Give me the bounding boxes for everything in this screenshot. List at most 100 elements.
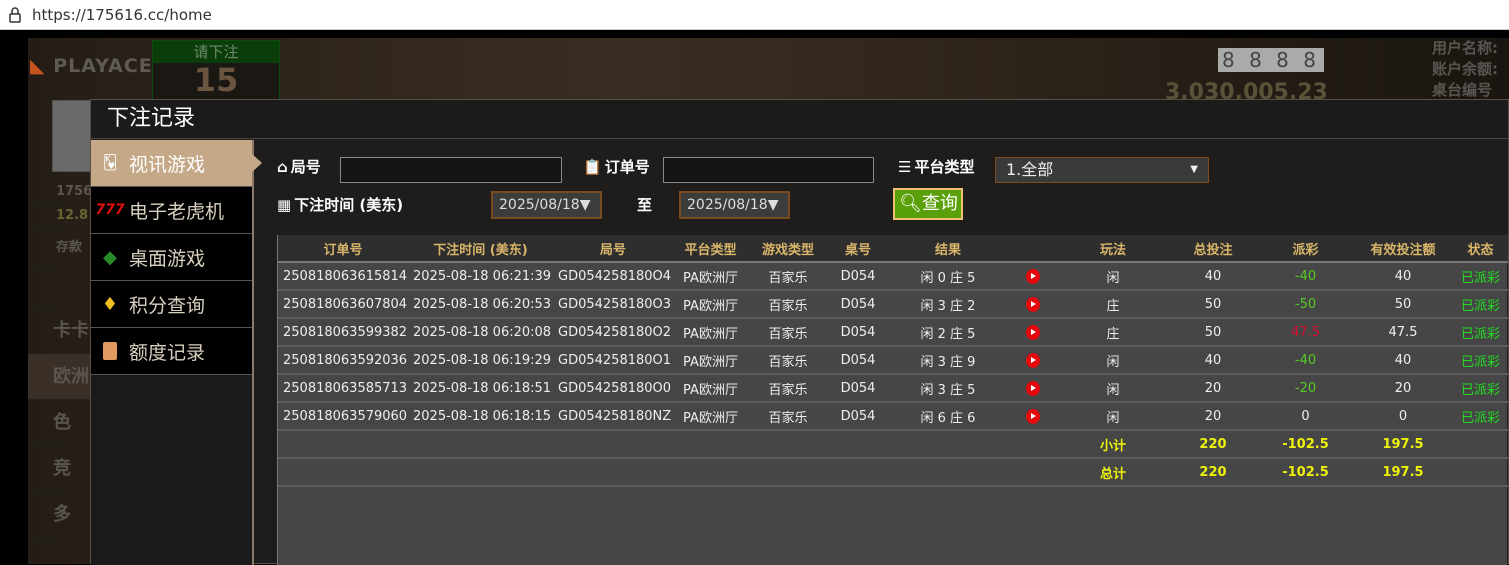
total-label: 总计: [1058, 458, 1168, 487]
table-cell: PA欧洲厅: [673, 346, 748, 375]
nav-live-games[interactable]: 🂾 视讯游戏: [91, 140, 262, 187]
column-header: 订单号: [278, 235, 408, 263]
column-header: 结果: [888, 235, 1008, 263]
order-label: 📋 订单号: [583, 157, 650, 177]
time-label: ▦ 下注时间 (美东): [277, 195, 404, 215]
empty-cell: [1453, 430, 1508, 459]
subtotal-label: 小计: [1058, 430, 1168, 459]
column-header: 派彩: [1258, 235, 1353, 263]
table-cell: 250818063615814: [278, 262, 408, 291]
table-cell: 40: [1353, 262, 1453, 291]
table-cell: PA欧洲厅: [673, 318, 748, 347]
table-cell: -40: [1258, 262, 1353, 291]
column-header: 总投注: [1168, 235, 1258, 263]
play-video-icon[interactable]: [1026, 408, 1040, 424]
table-cell: 47.5: [1353, 318, 1453, 347]
table-cell: 庄: [1058, 290, 1168, 319]
column-header: 局号: [553, 235, 673, 263]
play-video-icon[interactable]: [1026, 268, 1040, 284]
replay-cell: [1008, 402, 1058, 431]
playing-cards-icon: 🂾: [102, 155, 118, 171]
address-bar[interactable]: https://175616.cc/home: [0, 0, 1509, 30]
round-label: ⌂ 局号: [277, 157, 321, 177]
date-from-picker[interactable]: 2025/08/18▼: [491, 191, 602, 219]
table-cell: 百家乐: [748, 262, 828, 291]
order-input[interactable]: [663, 157, 874, 183]
table-cell: 0: [1353, 402, 1453, 431]
empty-cell: [278, 430, 1058, 459]
table-row: 250818063607804 2025-08-18 06:20:53 GD0542…: [278, 290, 1508, 319]
table-cell: PA欧洲厅: [673, 402, 748, 431]
table-cell: -20: [1258, 374, 1353, 403]
table-cell: 百家乐: [748, 318, 828, 347]
table-cell: GD054258180O3: [553, 290, 673, 319]
platform-select[interactable]: 1.全部 ▼: [995, 157, 1209, 183]
table-row: 250818063615814 2025-08-18 06:21:39 GD0542…: [278, 262, 1508, 291]
table-cell: GD054258180O1: [553, 346, 673, 375]
column-header: 桌号: [828, 235, 888, 263]
table-cell: 20: [1353, 374, 1453, 403]
play-video-icon[interactable]: [1026, 352, 1040, 368]
subtotal-total_bet: 220: [1168, 430, 1258, 459]
column-header: 有效投注额: [1353, 235, 1453, 263]
table-cell: 2025-08-18 06:20:53: [408, 290, 553, 319]
lock-icon: [9, 6, 21, 23]
nav-credit-records[interactable]: 额度记录: [91, 328, 252, 375]
table-cell: 50: [1168, 290, 1258, 319]
table-cell: 闲 0 庄 5: [888, 262, 1008, 291]
table-row: 250818063585713 2025-08-18 06:18:51 GD0542…: [278, 374, 1508, 403]
table-cell: 250818063599382: [278, 318, 408, 347]
table-cell: D054: [828, 262, 888, 291]
nav-points[interactable]: ♦ 积分查询: [91, 281, 252, 328]
play-video-icon[interactable]: [1026, 324, 1040, 340]
table-cell: GD054258180O4: [553, 262, 673, 291]
replay-cell: [1008, 318, 1058, 347]
table-cell: GD054258180NZ: [553, 402, 673, 431]
column-header: [1008, 235, 1058, 263]
table-cell: 庄: [1058, 318, 1168, 347]
table-cell: -50: [1258, 290, 1353, 319]
table-cell: 百家乐: [748, 346, 828, 375]
server-icon: ☰: [898, 157, 912, 176]
round-input[interactable]: [340, 157, 562, 183]
table-cell: 20: [1168, 374, 1258, 403]
table-cell: 2025-08-18 06:20:08: [408, 318, 553, 347]
date-to-picker[interactable]: 2025/08/18▼: [679, 191, 790, 219]
document-icon: [97, 339, 123, 363]
table-cell: 250818063585713: [278, 374, 408, 403]
table-cell: PA欧洲厅: [673, 374, 748, 403]
nav-slots[interactable]: 777 电子老虎机: [91, 187, 252, 234]
play-video-icon[interactable]: [1026, 380, 1040, 396]
total-valid_bet: 197.5: [1353, 458, 1453, 487]
bet-record-modal: 下注记录 🂾 视讯游戏 777 电子老虎机 ◆ 桌面游戏 ♦ 积分查询 额度记录 ⌂ 局号…: [90, 99, 1509, 565]
total-total_bet: 220: [1168, 458, 1258, 487]
query-button[interactable]: 🔍︎查询: [893, 188, 963, 220]
table-row: 250818063599382 2025-08-18 06:20:08 GD0542…: [278, 318, 1508, 347]
table-cell: 40: [1168, 346, 1258, 375]
table-cell: 百家乐: [748, 290, 828, 319]
modal-title: 下注记录: [91, 100, 1508, 139]
table-cell: D054: [828, 318, 888, 347]
platform-label: ☰ 平台类型: [898, 157, 975, 177]
column-header: 游戏类型: [748, 235, 828, 263]
table-cell: 50: [1353, 290, 1453, 319]
record-nav: 🂾 视讯游戏 777 电子老虎机 ◆ 桌面游戏 ♦ 积分查询 额度记录: [91, 140, 262, 565]
empty-cell: [278, 458, 1058, 487]
table-cell: 2025-08-18 06:18:51: [408, 374, 553, 403]
table-cell: 闲: [1058, 346, 1168, 375]
table-cell: 40: [1168, 262, 1258, 291]
table-cell: 0: [1258, 402, 1353, 431]
table-cell: 40: [1353, 346, 1453, 375]
bet-countdown: 请下注 15: [152, 40, 280, 100]
nav-table-games[interactable]: ◆ 桌面游戏: [91, 234, 252, 281]
play-video-icon[interactable]: [1026, 296, 1040, 312]
table-cell: 闲: [1058, 262, 1168, 291]
column-header: 状态: [1453, 235, 1508, 263]
background-side-menu: 1756 12.8 存款 卡卡 欧洲色竞多: [28, 180, 92, 564]
total-row: 总计 220 -102.5 197.5: [278, 458, 1508, 487]
table-cell: GD054258180O0: [553, 374, 673, 403]
table-cell: 20: [1168, 402, 1258, 431]
total-payout: -102.5: [1258, 458, 1353, 487]
tag-icon: ⌂: [277, 157, 288, 176]
bet-records-table: 订单号 下注时间 (美东) 局号 平台类型 游戏类型 桌号 结果 玩法 总投注 派彩 有效投注额 状态…: [277, 235, 1508, 565]
